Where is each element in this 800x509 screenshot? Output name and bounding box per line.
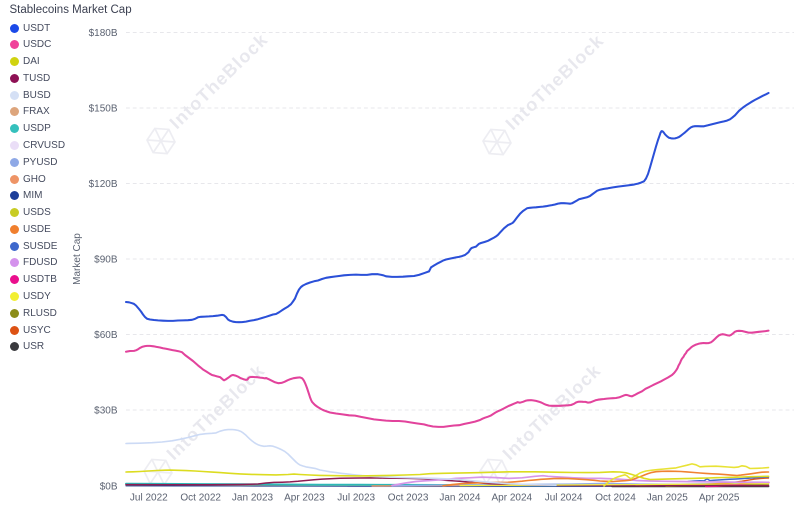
svg-text:Apr 2025: Apr 2025 (699, 493, 740, 504)
svg-text:Jul 2024: Jul 2024 (545, 493, 583, 504)
svg-text:Jul 2023: Jul 2023 (337, 493, 375, 504)
svg-text:Oct 2022: Oct 2022 (180, 493, 221, 504)
svg-text:$150B: $150B (89, 104, 118, 115)
svg-text:$90B: $90B (94, 255, 118, 266)
svg-text:Market Cap: Market Cap (72, 233, 83, 285)
svg-text:Apr 2024: Apr 2024 (492, 493, 533, 504)
svg-text:$0B: $0B (100, 482, 118, 493)
svg-text:Oct 2023: Oct 2023 (388, 493, 429, 504)
svg-text:$60B: $60B (94, 330, 118, 341)
svg-text:$180B: $180B (89, 28, 118, 39)
svg-text:Jul 2022: Jul 2022 (130, 493, 168, 504)
svg-text:Jan 2023: Jan 2023 (232, 493, 274, 504)
svg-text:$30B: $30B (94, 406, 118, 417)
svg-text:Jan 2025: Jan 2025 (647, 493, 689, 504)
svg-text:$120B: $120B (89, 179, 118, 190)
svg-text:Oct 2024: Oct 2024 (595, 493, 636, 504)
svg-text:Jan 2024: Jan 2024 (439, 493, 481, 504)
svg-text:Apr 2023: Apr 2023 (284, 493, 325, 504)
